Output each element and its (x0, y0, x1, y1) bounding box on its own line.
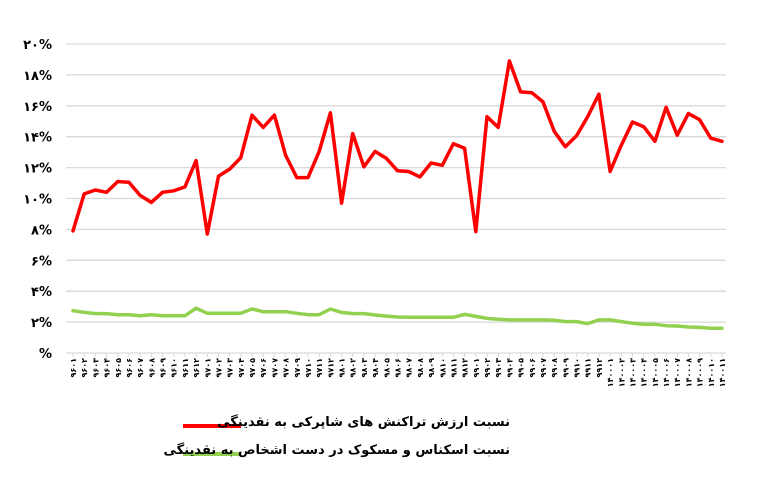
x-tick-label: ۹۸۰۸ (416, 358, 425, 378)
x-tick-label: ۹۹۱۱ (584, 358, 593, 378)
y-tick-label: ۲۰% (23, 38, 52, 53)
y-tick-label: ۲% (31, 316, 52, 331)
x-tick-label: ۹۸۰۹ (427, 358, 436, 378)
legend-swatch-green (183, 452, 241, 456)
series-lines (71, 59, 724, 331)
x-tick-label: ۱۴۰۰۱۱ (718, 358, 727, 387)
x-tick-label: ۹۸۰۶ (394, 358, 403, 378)
y-tick-label: ۱۰% (23, 193, 52, 208)
x-tick-label: ۱۴۰۰۰۵ (651, 358, 660, 387)
x-tick-label: ۱۴۰۰۰۳ (628, 358, 637, 387)
series-line-card-transactions (71, 59, 724, 236)
x-tick-label: ۱۴۰۰۰۴ (640, 358, 649, 387)
x-tick-label: ۹۸۰۴ (371, 358, 380, 378)
x-tick-label: ۹۷۰۳ (226, 358, 235, 378)
x-tick-label: ۹۷۰۷ (270, 358, 279, 378)
x-tick-label: ۹۹۱۲ (595, 358, 604, 378)
x-tick-label: ۹۹۰۱ (472, 358, 481, 378)
x-tick-label: ۹۸۱۲ (461, 358, 470, 378)
x-tick-label: ۹۹۰۲ (483, 358, 492, 378)
y-axis-ticks: % ۲% ۴% ۶% ۸% ۱۰% ۱۲% ۱۴% ۱۶% ۱۸% ۲۰% (23, 38, 52, 362)
y-tick-label: % (39, 347, 52, 362)
x-tick-label: ۹۸۰۳ (360, 358, 369, 378)
x-tick-label: ۱۴۰۰۰۱ (606, 358, 615, 387)
x-tick-label: ۹۷۰۸ (282, 358, 291, 378)
x-tick-label: ۹۹۱۰ (573, 358, 582, 378)
x-tick-label: ۹۶۱۱ (181, 358, 190, 378)
x-tick-label: ۹۶۰۵ (114, 358, 123, 378)
legend-label-cash-in-hand: نسبت اسکناس و مسکوک در دست اشخاص به نقدی… (163, 443, 510, 458)
x-tick-label: ۱۴۰۰۰۸ (684, 358, 693, 387)
x-tick-label: ۹۸۰۵ (382, 358, 391, 378)
x-tick-label: ۹۹۰۳ (494, 358, 503, 378)
x-tick-label: ۱۴۰۰۰۶ (662, 358, 671, 387)
x-tick-label: ۹۶۱۲ (192, 358, 201, 378)
x-tick-label: ۹۹۰۴ (505, 358, 514, 378)
x-tick-label: ۹۷۱۲ (326, 358, 335, 378)
series-line-cash-in-hand (71, 306, 724, 331)
gridlines (66, 43, 726, 354)
x-tick-label: ۹۷۰۹ (293, 358, 302, 378)
x-tick-label: ۹۸۱۰ (438, 358, 447, 378)
y-tick-label: ۱۶% (23, 100, 52, 115)
y-tick-label: ۱۴% (23, 131, 52, 146)
x-tick-label: ۹۶۰۱ (69, 358, 78, 378)
x-axis-ticks: ۹۶۰۱ ۹۶۰۲ ۹۶۰۳ ۹۶۰۴ ۹۶۰۵ ۹۶۰۶ ۹۶۰۷ ۹۶۰۸ ۹۶۰۹ ۹۶۱۰… (69, 353, 727, 387)
x-tick-label: ۹۷۰۵ (248, 358, 257, 378)
x-tick-label: ۹۸۰۱ (338, 358, 347, 378)
legend-label-card-transactions: نسبت ارزش تراکنش های شاپرکی به نقدینگی (217, 415, 510, 430)
x-tick-label: ۹۷۱۰ (304, 358, 313, 378)
x-tick-label: ۹۷۰۴ (237, 358, 246, 378)
x-tick-label: ۹۷۰۱ (203, 358, 212, 378)
x-tick-label: ۹۶۰۲ (80, 358, 89, 378)
x-tick-label: ۱۴۰۰۰۲ (617, 358, 626, 387)
x-tick-label: ۹۶۱۰ (170, 358, 179, 378)
x-tick-label: ۹۶۰۳ (91, 358, 100, 378)
x-tick-label: ۹۶۰۸ (147, 358, 156, 378)
y-tick-label: ۶% (31, 254, 52, 269)
x-tick-label: ۹۶۰۶ (125, 358, 134, 378)
x-tick-label: ۹۹۰۸ (550, 358, 559, 378)
x-tick-label: ۹۷۰۶ (259, 358, 268, 378)
x-tick-label: ۹۸۰۷ (405, 358, 414, 378)
y-tick-label: ۸% (31, 223, 52, 238)
x-tick-label: ۹۷۱۱ (315, 358, 324, 378)
x-tick-label: ۹۶۰۴ (103, 358, 112, 378)
x-tick-label: ۹۹۰۷ (539, 358, 548, 378)
x-tick-label: ۱۴۰۰۰۹ (696, 358, 705, 387)
x-tick-label: ۹۶۰۹ (159, 358, 168, 378)
x-tick-label: ۹۸۱۱ (449, 358, 458, 378)
x-tick-label: ۱۴۰۰۱۰ (707, 358, 716, 387)
y-tick-label: ۱۲% (23, 162, 52, 177)
y-tick-label: ۱۸% (23, 69, 52, 84)
x-tick-label: ۹۷۰۲ (214, 358, 223, 378)
x-tick-label: ۹۹۰۵ (517, 358, 526, 378)
legend-swatch-red (183, 424, 241, 428)
x-tick-label: ۱۴۰۰۰۷ (673, 358, 682, 387)
y-tick-label: ۴% (31, 285, 52, 300)
x-tick-label: ۹۹۰۹ (561, 358, 570, 378)
x-tick-label: ۹۶۰۷ (136, 358, 145, 378)
x-tick-label: ۹۹۰۶ (528, 358, 537, 378)
x-tick-label: ۹۸۰۲ (349, 358, 358, 378)
